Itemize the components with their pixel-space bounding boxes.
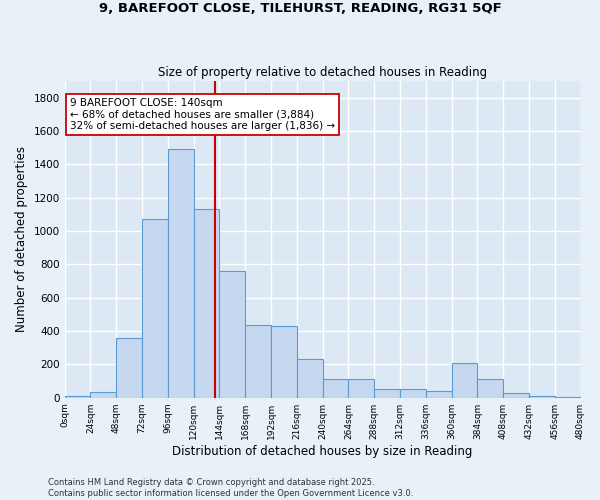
Bar xyxy=(91,392,116,398)
Bar xyxy=(323,378,349,398)
Bar xyxy=(297,360,323,398)
X-axis label: Distribution of detached houses by size in Reading: Distribution of detached houses by size … xyxy=(172,444,473,458)
Bar xyxy=(426,391,452,398)
Bar xyxy=(194,210,220,398)
Bar xyxy=(452,362,478,398)
Bar xyxy=(478,378,503,398)
Bar xyxy=(116,338,142,398)
Bar xyxy=(271,326,297,398)
Bar xyxy=(245,325,271,398)
Bar xyxy=(65,396,91,398)
Bar xyxy=(503,392,529,398)
Title: Size of property relative to detached houses in Reading: Size of property relative to detached ho… xyxy=(158,66,487,78)
Bar xyxy=(349,378,374,398)
Text: Contains HM Land Registry data © Crown copyright and database right 2025.
Contai: Contains HM Land Registry data © Crown c… xyxy=(48,478,413,498)
Bar xyxy=(220,271,245,398)
Y-axis label: Number of detached properties: Number of detached properties xyxy=(15,146,28,332)
Bar xyxy=(555,397,580,398)
Bar xyxy=(142,220,168,398)
Bar xyxy=(168,150,194,398)
Bar xyxy=(529,396,555,398)
Text: 9 BAREFOOT CLOSE: 140sqm
← 68% of detached houses are smaller (3,884)
32% of sem: 9 BAREFOOT CLOSE: 140sqm ← 68% of detach… xyxy=(70,98,335,131)
Bar xyxy=(374,388,400,398)
Text: 9, BAREFOOT CLOSE, TILEHURST, READING, RG31 5QF: 9, BAREFOOT CLOSE, TILEHURST, READING, R… xyxy=(98,2,502,16)
Bar xyxy=(400,388,426,398)
